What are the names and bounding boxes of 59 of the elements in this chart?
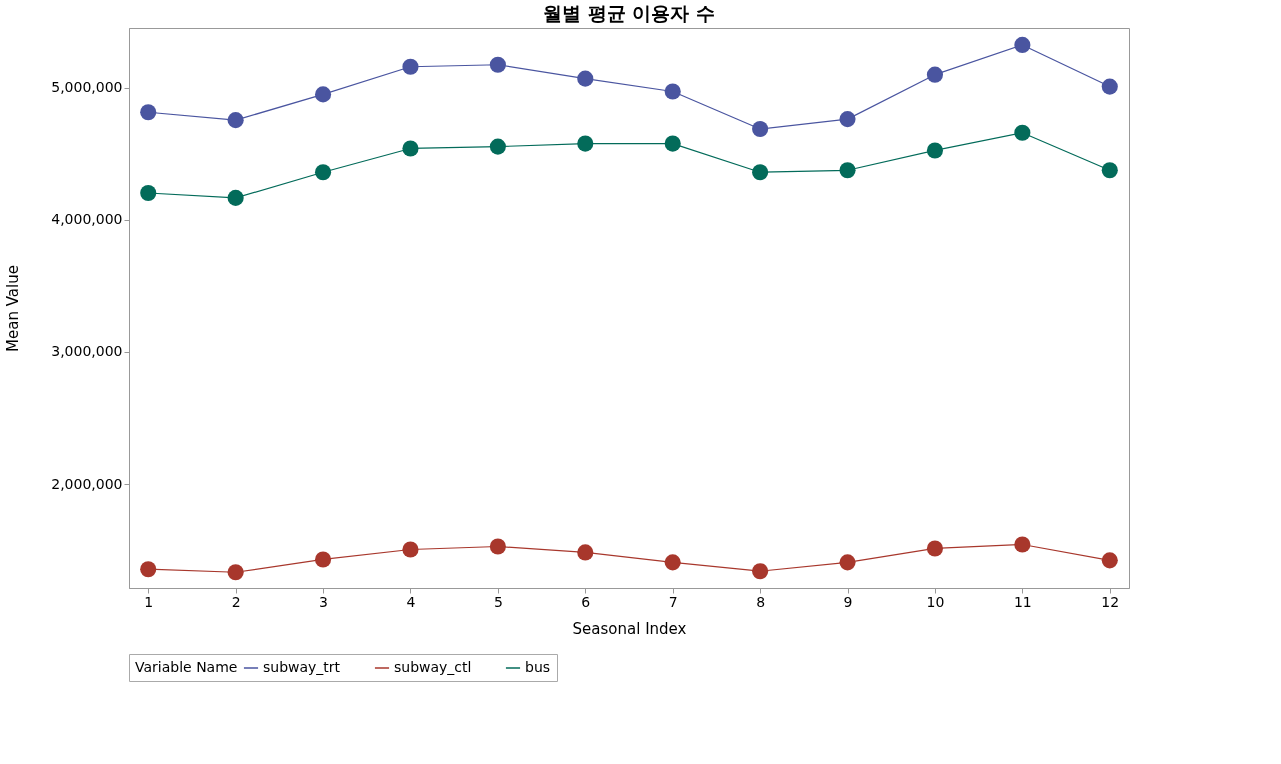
legend-label: subway_ctl xyxy=(394,659,472,675)
point xyxy=(752,563,769,580)
x-tick-label: 11 xyxy=(1013,593,1032,610)
x-tick-label: 3 xyxy=(319,593,329,610)
point xyxy=(314,86,332,103)
point xyxy=(402,58,419,75)
point xyxy=(402,541,419,558)
point xyxy=(402,140,419,157)
point xyxy=(140,104,157,121)
point xyxy=(140,184,157,202)
x-tick-label: 12 xyxy=(1101,593,1120,610)
x-tick-label: 8 xyxy=(756,593,766,610)
x-tick-label: 6 xyxy=(581,593,591,610)
y-tick-label: 4,000,000 xyxy=(51,211,123,228)
point xyxy=(577,544,594,561)
point xyxy=(314,551,332,568)
x-axis-title: Seasonal Index xyxy=(572,619,687,638)
point xyxy=(489,138,506,155)
legend-title: Variable Name xyxy=(135,659,238,675)
point xyxy=(1101,162,1118,179)
y-tick-label: 3,000,000 xyxy=(51,343,123,360)
point xyxy=(489,538,506,555)
legend-label: subway_trt xyxy=(263,659,341,675)
point xyxy=(839,111,856,128)
point xyxy=(752,120,769,138)
point xyxy=(752,164,769,181)
point xyxy=(1101,552,1118,569)
x-tick-label: 7 xyxy=(668,593,678,610)
y-tick-label: 2,000,000 xyxy=(51,475,123,492)
x-tick-label: 9 xyxy=(843,593,853,610)
x-tick-label: 4 xyxy=(406,593,416,610)
point xyxy=(1014,36,1031,53)
point xyxy=(1014,536,1031,553)
y-axis-title: Mean Value xyxy=(4,265,23,352)
point xyxy=(664,83,681,100)
point xyxy=(926,540,944,557)
x-tick-label: 10 xyxy=(926,593,945,610)
legend-label: bus xyxy=(525,659,551,675)
point xyxy=(664,554,681,571)
point xyxy=(227,112,244,129)
point xyxy=(839,554,856,571)
x-tick-label: 1 xyxy=(144,593,154,610)
point xyxy=(926,142,944,159)
point xyxy=(926,66,944,83)
point xyxy=(314,164,332,181)
x-tick-label: 5 xyxy=(493,593,503,610)
y-tick-label: 5,000,000 xyxy=(51,79,123,95)
point xyxy=(227,564,244,581)
point xyxy=(664,135,681,152)
point xyxy=(227,189,244,206)
point xyxy=(1014,124,1031,141)
point xyxy=(489,56,506,73)
x-tick-label: 2 xyxy=(231,593,241,610)
point xyxy=(1101,78,1118,95)
point xyxy=(577,70,594,87)
point xyxy=(577,135,594,152)
point xyxy=(839,162,856,179)
chart-title: 월별 평균 이용자 수 xyxy=(543,2,715,24)
point xyxy=(140,561,157,578)
